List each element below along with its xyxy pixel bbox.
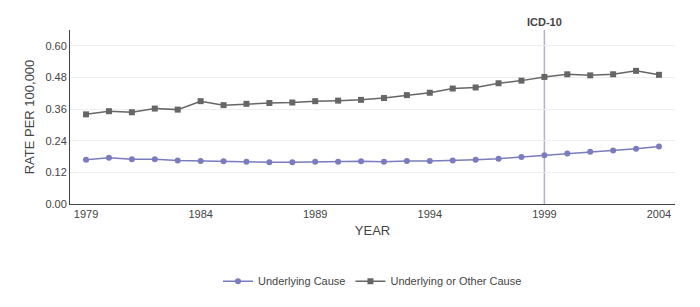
svg-text:1994: 1994	[418, 208, 442, 220]
svg-text:Underlying Cause: Underlying Cause	[258, 275, 345, 287]
svg-text:1999: 1999	[532, 208, 556, 220]
svg-text:YEAR: YEAR	[355, 223, 390, 238]
svg-text:ICD-10: ICD-10	[527, 16, 562, 28]
svg-text:0.12: 0.12	[45, 166, 66, 178]
svg-text:1989: 1989	[303, 208, 327, 220]
svg-text:0.48: 0.48	[45, 71, 66, 83]
svg-text:0.24: 0.24	[45, 135, 66, 147]
svg-text:2004: 2004	[647, 208, 671, 220]
svg-text:0.60: 0.60	[45, 40, 66, 52]
svg-text:1979: 1979	[74, 208, 98, 220]
svg-text:1984: 1984	[188, 208, 212, 220]
svg-text:Underlying or Other Cause: Underlying or Other Cause	[390, 275, 521, 287]
svg-text:RATE PER 100,000: RATE PER 100,000	[22, 60, 37, 175]
svg-text:0.36: 0.36	[45, 103, 66, 115]
svg-text:0.00: 0.00	[45, 198, 66, 210]
